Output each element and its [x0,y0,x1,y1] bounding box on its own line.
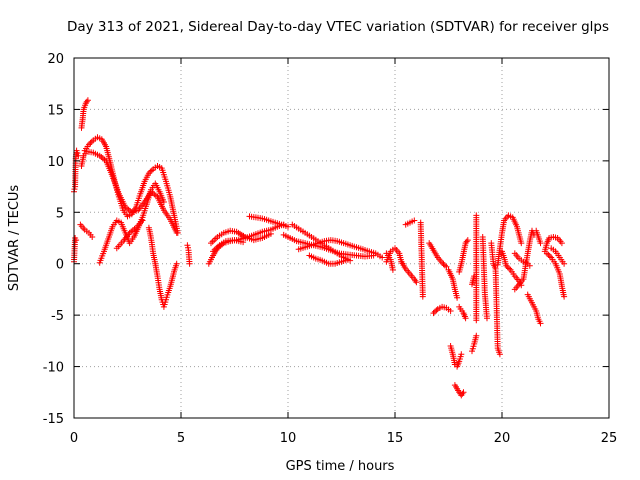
data-point-marker [186,260,193,267]
x-tick-label: 10 [280,431,297,446]
y-axis-label: SDTVAR / TECUs [7,185,22,292]
data-point-marker [504,264,511,271]
data-point-marker [431,308,438,315]
data-point-marker [389,266,396,273]
data-point-marker [561,260,568,267]
data-point-marker [558,240,565,247]
data-point-marker [454,294,461,301]
y-tick-label: -15 [43,412,64,427]
data-point-marker [439,259,446,266]
data-point-marker [411,217,418,224]
data-point-marker [464,237,471,244]
grid-lines [74,58,609,418]
data-point-marker [74,150,81,157]
y-tick-label: 0 [56,258,64,273]
y-tick-label: 15 [47,103,64,118]
data-point-marker [484,315,490,322]
y-tick-label: 5 [56,206,64,221]
data-point-marker [462,315,469,322]
x-axis-label: GPS time / hours [286,459,395,474]
data-point-marker [240,239,247,246]
data-point-marker [267,230,274,237]
data-points [71,97,568,399]
data-point-marker [460,389,467,396]
x-tick-label: 5 [177,431,185,446]
data-point-marker [463,238,470,245]
x-tick-label: 0 [70,431,78,446]
x-tick-label: 25 [601,431,618,446]
data-point-marker [506,265,513,272]
chart-title: Day 313 of 2021, Sidereal Day-to-day VTE… [67,19,609,35]
data-point-marker [75,152,82,159]
data-point-marker [545,251,552,258]
data-point-marker [443,263,450,270]
data-point-marker [430,310,437,317]
plot-frame [73,57,610,419]
y-tick-label: -10 [43,361,64,376]
y-tick-label: -5 [51,309,64,324]
data-point-marker [173,260,180,267]
data-point-marker [145,170,152,177]
data-point-marker [88,138,95,145]
data-point-marker [419,293,426,300]
data-point-marker [174,229,181,236]
data-point-marker [518,240,525,247]
data-point-marker [84,97,91,104]
data-point-marker [496,351,503,358]
x-tick-label: 20 [494,431,511,446]
data-point-marker [139,217,146,224]
data-point-marker [546,253,553,260]
data-point-marker [148,167,155,174]
data-point-marker [458,351,465,358]
data-point-marker [537,320,544,327]
data-point-marker [160,199,167,205]
data-point-marker [473,332,480,339]
data-point-marker [285,223,291,230]
data-point-marker [440,261,447,268]
data-point-marker [413,279,420,286]
y-tick-labels: -15 -10 -5 0 5 10 15 20 [43,52,64,427]
x-tick-label: 15 [387,431,404,446]
x-tick-labels: 0 5 10 15 20 25 [70,431,617,446]
data-point-marker [89,234,96,240]
data-point-marker [537,240,544,247]
data-point-marker [503,262,510,269]
data-point-marker [447,308,454,314]
data-point-marker [379,254,386,261]
y-tick-label: 20 [47,52,64,67]
data-point-marker [87,140,94,146]
data-point-marker [344,256,351,263]
data-point-marker [86,141,92,148]
data-point-marker [473,317,480,324]
data-point-marker [433,307,440,314]
data-point-marker [184,242,191,249]
y-tick-label: 10 [47,155,64,170]
axis-ticks [73,57,610,419]
data-point-marker [561,293,568,300]
